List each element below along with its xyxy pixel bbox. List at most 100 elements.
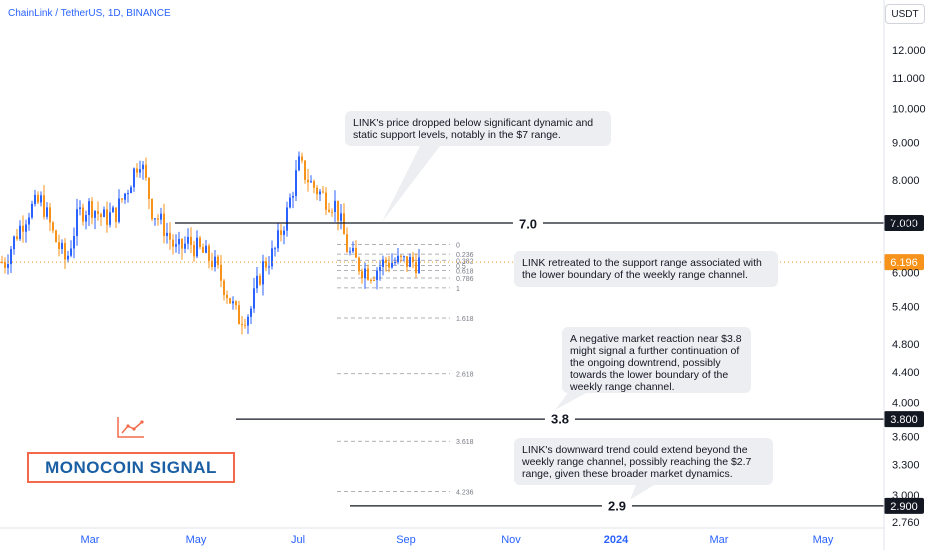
price-tick-label: 4.000 (892, 398, 920, 410)
candle-body (289, 197, 291, 208)
candle-body (415, 262, 417, 274)
candle-body (403, 256, 405, 258)
time-tick-label: Jul (291, 534, 305, 546)
level-label-3-8: 3.8 (544, 411, 576, 427)
time-tick-label: Mar (710, 534, 729, 546)
candle-body (301, 156, 303, 161)
candle-body (46, 207, 48, 217)
time-axis[interactable]: Mar May Jul Sep Nov 2024 Mar May (0, 527, 884, 546)
brand-logo: MONOCOIN SIGNAL (27, 452, 235, 483)
candle-body (193, 244, 195, 257)
candle-body (418, 257, 420, 274)
candle-body (85, 215, 87, 222)
current-price-badge (884, 254, 924, 271)
candle-body (256, 275, 258, 289)
candle-body (1, 261, 3, 263)
candle-body (217, 256, 219, 265)
candle-body (361, 271, 363, 279)
candle-body (331, 211, 333, 213)
currency-button[interactable]: USDT (885, 4, 925, 24)
candle-body (205, 245, 207, 253)
candle-body (214, 256, 216, 267)
candle-body (19, 225, 21, 239)
level-label-2-9: 2.9 (601, 498, 633, 514)
candle-body (37, 194, 39, 203)
price-tick-label: 11.000 (892, 73, 925, 85)
candle-body (313, 181, 315, 188)
callout-support-range: LINK retreated to the support range asso… (514, 251, 778, 287)
candle-body (172, 239, 174, 247)
candle-body (64, 243, 66, 260)
candle-body (181, 238, 183, 249)
time-tick-label: May (813, 534, 834, 546)
time-tick-label: Mar (81, 534, 100, 546)
candle-body (229, 298, 231, 304)
candle-body (304, 160, 306, 180)
candle-body (295, 170, 297, 196)
candle-body (211, 260, 213, 267)
price-tick-label: 3.600 (892, 431, 920, 443)
candle-body (274, 248, 276, 250)
candle-body (235, 301, 237, 306)
candle-body (385, 259, 387, 263)
time-tick-label: Sep (396, 534, 416, 546)
candle-body (220, 264, 222, 281)
price-axis[interactable]: 12.000 11.000 10.000 9.000 8.000 7.000 6.000 5.… (883, 0, 926, 550)
candle-body (259, 275, 261, 285)
candle-body (157, 218, 159, 220)
candle-body (103, 209, 105, 217)
candle-body (196, 237, 198, 257)
candle-body (367, 268, 369, 280)
candle-body (388, 262, 390, 268)
level-badge (884, 215, 924, 232)
level-badge-label: 2.900 (890, 501, 918, 513)
candle-body (61, 243, 63, 249)
candle-body (412, 256, 414, 263)
candle-body (136, 168, 138, 173)
candle-body (325, 192, 327, 210)
candle-body (319, 191, 321, 195)
chart-line-icon (117, 417, 144, 438)
candle-body (223, 280, 225, 295)
candle-body (40, 195, 42, 203)
candle-body (88, 201, 90, 216)
candle-body (190, 236, 192, 245)
candle-body (109, 212, 111, 225)
candle-body (148, 177, 150, 200)
price-tick-label: 4.800 (892, 339, 920, 351)
candle-body (346, 234, 348, 253)
candle-body (349, 251, 351, 253)
candle-body (286, 207, 288, 231)
candle-body (355, 248, 357, 258)
candle-body (139, 169, 141, 173)
candle-body (154, 218, 156, 220)
candle-body (142, 164, 144, 170)
fib-level-label: 2.618 (456, 372, 474, 379)
candle-body (133, 168, 135, 188)
candle-body (22, 225, 24, 232)
candle-body (169, 232, 171, 240)
candle-body (130, 187, 132, 194)
candle-body (175, 244, 177, 247)
candle-body (100, 213, 102, 217)
candle-body (124, 193, 126, 200)
level-badge (884, 411, 924, 428)
time-tick-label: Nov (501, 534, 521, 546)
current-price-label: 6.196 (890, 257, 918, 269)
candle-body (151, 199, 153, 220)
candle-body (316, 187, 318, 195)
candle-body (121, 198, 123, 200)
fibonacci-extension: 00.2360.3820.50.6180.78611.6182.6183.618… (337, 242, 474, 496)
fib-level-label: 3.618 (456, 439, 474, 446)
candle-body (238, 305, 240, 325)
candle-body (73, 235, 75, 249)
price-tick-label: 5.400 (892, 301, 920, 313)
candle-body (391, 262, 393, 268)
candle-body (292, 195, 294, 198)
fib-level-label: 1.618 (456, 316, 474, 323)
candle-body (394, 262, 396, 264)
candle-body (70, 248, 72, 256)
callout-pointers (382, 146, 654, 500)
fib-level-label: 0 (456, 242, 460, 249)
